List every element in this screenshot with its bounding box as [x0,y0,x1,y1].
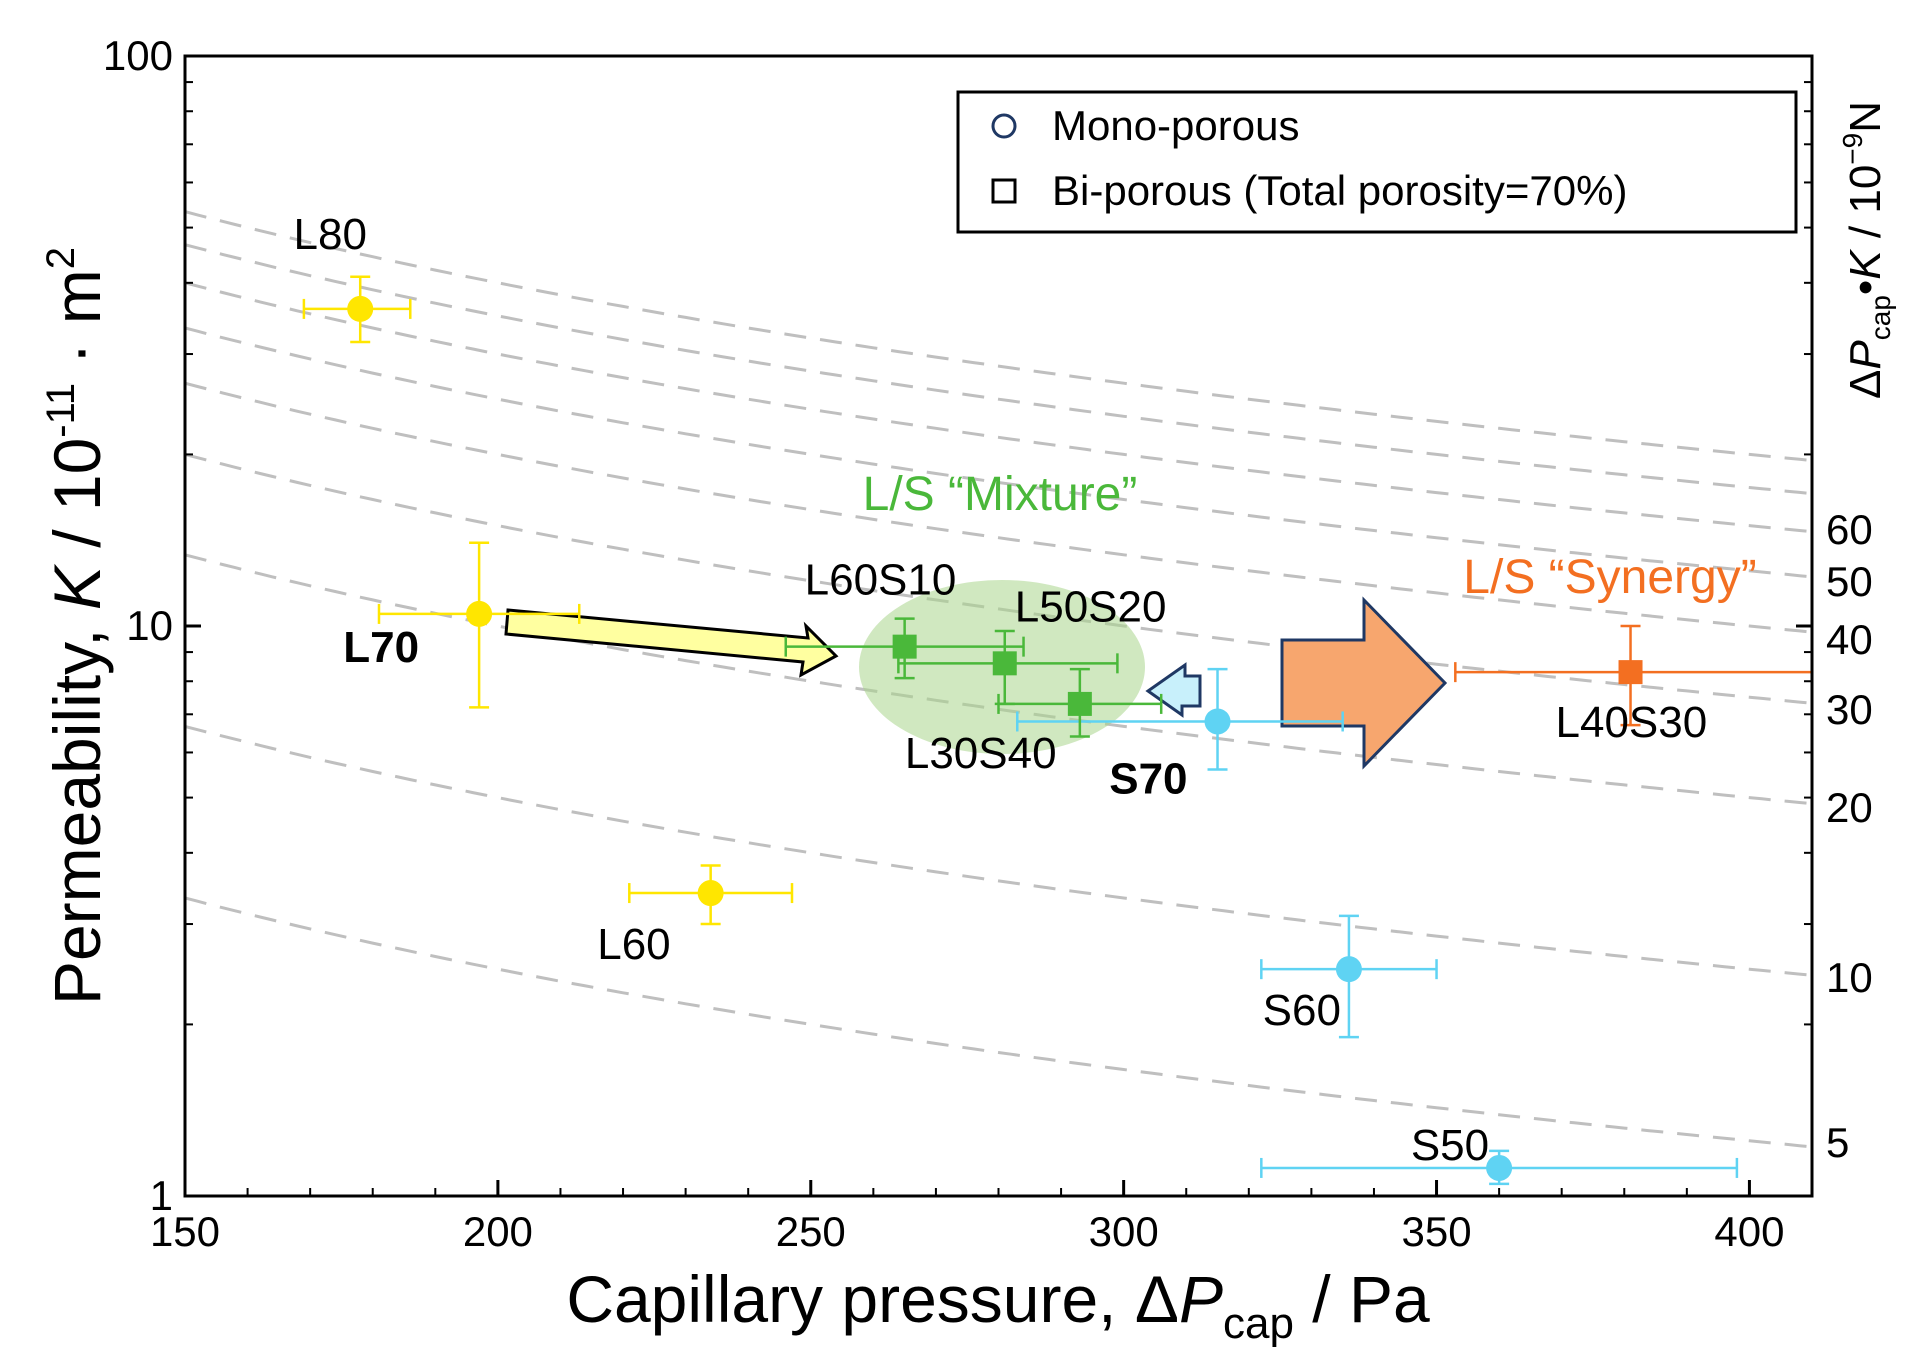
x-axis-label: Capillary pressure, ΔPcap / Pa [566,1262,1430,1348]
point-label-L60: L60 [597,920,670,969]
x-label-unit: / Pa [1294,1262,1430,1336]
right-tick-label-5: 5 [1826,1119,1849,1166]
point-label-S70: S70 [1109,754,1187,803]
marker-L60 [697,880,724,907]
y-label-unit: / 10 [40,438,114,566]
right-axis-label: ΔPcap•K / 10−9N [1837,101,1896,399]
point-label-L80: L80 [294,210,367,259]
data-point-L80: L80 [294,210,412,344]
r-label-sub: cap [1865,295,1896,340]
iso-line-0 [185,896,1812,1149]
data-point-S60: S60 [1260,914,1438,1039]
point-label-L30S40: L30S40 [905,729,1057,778]
arrow-s70-to-mixture [1145,662,1202,718]
iso-line-8 [185,210,1812,462]
marker-L40S30 [1618,660,1643,685]
y-label-exp: -11 [39,383,83,438]
point-label-L70: L70 [343,623,419,672]
y-label-tail: · m [40,269,114,383]
x-label-var: P [1179,1262,1223,1336]
legend-square-marker [991,178,1017,204]
r-label-var: P [1841,340,1890,370]
right-tick-label-40: 40 [1826,616,1873,663]
legend-label-bi: Bi-porous (Total porosity=70%) [1052,167,1627,214]
x-tick-label-300: 300 [1089,1208,1159,1255]
legend-label-mono: Mono-porous [1052,102,1299,149]
x-label-main: Capillary pressure, [566,1262,1135,1336]
y-tick-label-100: 100 [103,32,173,79]
point-label-S60: S60 [1263,986,1341,1035]
annotation-synergy: L/S “Synergy” [1463,551,1756,604]
data-point-S70: S70 [1016,667,1344,803]
data-point-L40S30: L40S30 [1454,624,1814,747]
marker-S50 [1486,1154,1513,1181]
axes-layer: 150 200 250 300 350 400 1 10 100 60 50 40 30 20 10 5 [103,32,1873,1255]
marker-L70 [466,600,493,627]
right-tick-label-30: 30 [1826,686,1873,733]
right-tick-label-60: 60 [1826,506,1873,553]
data-layer: L80 L70 L60 S70 S60 S50 L60S10 L50S20 L30S40 L40S… [294,210,1814,1186]
y-tick-label-10: 10 [126,602,173,649]
right-tick-label-10: 10 [1826,954,1873,1001]
marker-L30S40 [1067,691,1092,716]
iso-line-6 [185,281,1812,534]
x-tick-label-400: 400 [1714,1208,1784,1255]
right-tick-label-20: 20 [1826,784,1873,831]
annotation-mixture: L/S “Mixture” [863,468,1138,521]
iso-line-4 [185,381,1812,634]
x-tick-label-350: 350 [1401,1208,1471,1255]
arrow-l70-to-mixture [504,608,839,678]
x-label-sub: cap [1223,1299,1294,1348]
point-label-S50: S50 [1411,1121,1489,1170]
data-point-S50: S50 [1260,1121,1739,1186]
marker-L80 [347,295,374,322]
point-label-L40S30: L40S30 [1556,698,1708,747]
x-tick-label-200: 200 [463,1208,533,1255]
y-tick-label-1: 1 [150,1172,173,1219]
data-point-L50S20: L50S20 [897,582,1167,706]
y-label-var: K [40,563,114,610]
r-label-exp: −9 [1837,133,1868,165]
x-label-delta: Δ [1135,1262,1179,1336]
marker-S60 [1335,956,1362,983]
arrow-synergy [1280,596,1448,770]
point-label-L50S20: L50S20 [1015,582,1167,631]
legend-circle-marker [991,113,1017,139]
r-label-delta: Δ [1841,370,1890,399]
point-label-L60S10: L60S10 [805,556,957,605]
r-label-var2: K [1841,249,1890,280]
y-axis-label: Permeability, K / 10-11 · m2 [39,247,114,1005]
data-point-L70: L70 [343,541,581,709]
legend: Mono-porous Bi-porous (Total porosity=70… [956,90,1798,234]
marker-L60S10 [892,634,917,659]
data-point-L60S10: L60S10 [784,556,1025,680]
r-label-tail: N [1841,101,1890,133]
legend-box [956,90,1798,234]
marker-S70 [1204,708,1231,735]
iso-line-7 [185,243,1812,496]
right-tick-label-50: 50 [1826,558,1873,605]
r-label-unit: / 10 [1841,165,1890,251]
y-label-main: Permeability, [40,610,114,1005]
r-label-dot: • [1841,280,1890,295]
iso-line-5 [185,326,1812,579]
data-point-L30S40: L30S40 [905,667,1163,778]
x-tick-label-150: 150 [150,1208,220,1255]
data-point-L60: L60 [597,864,794,969]
x-tick-label-250: 250 [776,1208,846,1255]
marker-L50S20 [992,651,1017,676]
iso-line-1 [185,724,1812,977]
y-label-sup: 2 [39,247,83,269]
